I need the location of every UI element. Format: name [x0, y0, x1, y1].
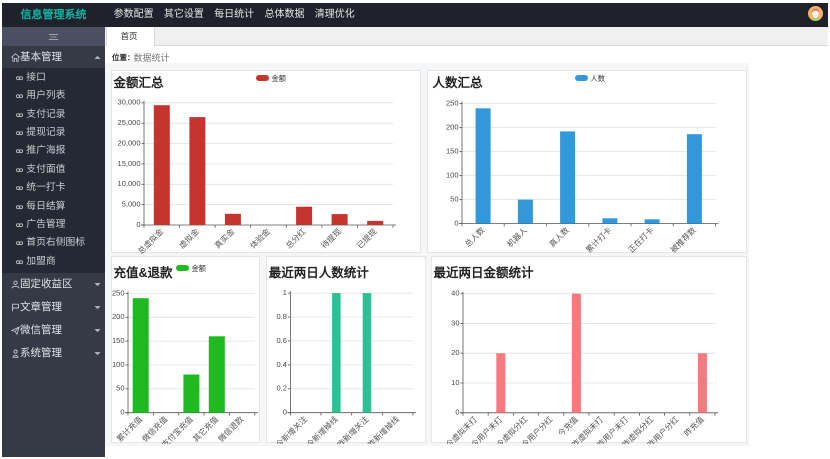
svg-text:0: 0 [454, 219, 458, 228]
svg-text:0: 0 [282, 408, 286, 417]
svg-text:被推荐数: 被推荐数 [668, 225, 698, 254]
svg-text:累计打卡: 累计打卡 [584, 225, 614, 254]
svg-text:真人数: 真人数 [547, 225, 571, 249]
svg-text:机器人: 机器人 [505, 225, 529, 249]
svg-text:真实金: 真实金 [212, 226, 236, 250]
svg-text:50: 50 [116, 384, 124, 393]
svg-text:250: 250 [446, 98, 459, 107]
svg-text:30: 30 [451, 318, 459, 327]
svg-text:20: 20 [451, 348, 459, 357]
svg-text:今新增掉线: 今新增掉线 [304, 414, 339, 444]
svg-text:0.6: 0.6 [276, 336, 286, 345]
svg-text:0: 0 [120, 408, 124, 417]
svg-text:今充值: 今充值 [556, 414, 580, 438]
svg-text:虚拟金: 虚拟金 [177, 226, 201, 250]
svg-text:0.4: 0.4 [276, 360, 286, 369]
svg-text:体验金: 体验金 [248, 226, 272, 250]
svg-text:总分红: 总分红 [283, 226, 307, 250]
svg-text:已提现: 已提现 [355, 226, 379, 250]
svg-text:0: 0 [455, 408, 459, 417]
svg-text:待提现: 待提现 [319, 226, 343, 250]
svg-text:150: 150 [112, 336, 125, 345]
svg-text:20,000: 20,000 [118, 138, 141, 147]
svg-text:0.2: 0.2 [276, 384, 286, 393]
svg-text:昨新增掉线: 昨新增掉线 [365, 414, 400, 444]
svg-text:总虚拟金: 总虚拟金 [136, 226, 166, 254]
svg-text:200: 200 [446, 122, 459, 131]
svg-text:微信退款: 微信退款 [216, 414, 246, 444]
svg-text:40: 40 [451, 289, 459, 298]
svg-text:1: 1 [282, 288, 286, 297]
svg-text:昨新增关注: 昨新增关注 [335, 414, 370, 444]
svg-text:10: 10 [451, 378, 459, 387]
svg-text:其它充值: 其它充值 [191, 414, 221, 444]
svg-text:5,000: 5,000 [122, 200, 141, 209]
svg-text:200: 200 [112, 312, 125, 321]
svg-text:30,000: 30,000 [118, 98, 141, 107]
svg-text:100: 100 [112, 360, 125, 369]
svg-text:0.8: 0.8 [276, 312, 286, 321]
svg-text:正在打卡: 正在打卡 [626, 225, 656, 254]
svg-text:100: 100 [446, 171, 459, 180]
svg-text:15,000: 15,000 [118, 159, 141, 168]
svg-text:0: 0 [136, 220, 140, 229]
svg-text:累计充值: 累计充值 [114, 414, 144, 444]
svg-text:10,000: 10,000 [118, 179, 141, 188]
svg-text:今新增关注: 今新增关注 [273, 414, 308, 444]
svg-text:总人数: 总人数 [462, 225, 486, 249]
svg-text:25,000: 25,000 [118, 118, 141, 127]
svg-text:250: 250 [112, 288, 125, 297]
svg-text:昨充值: 昨充值 [682, 414, 706, 438]
svg-text:50: 50 [450, 195, 458, 204]
svg-text:150: 150 [446, 146, 459, 155]
